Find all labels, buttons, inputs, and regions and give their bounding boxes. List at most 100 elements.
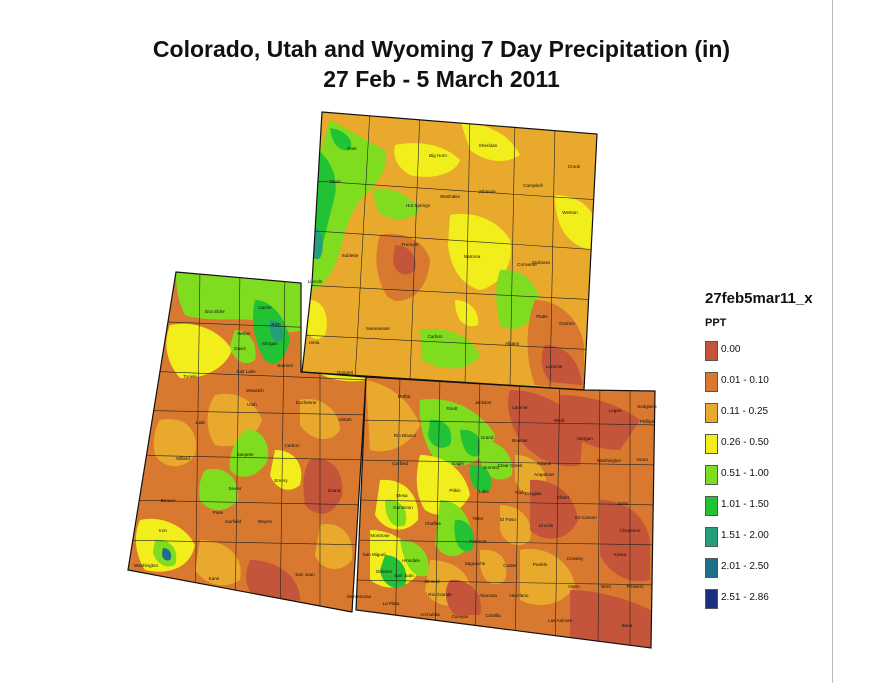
county-label-colorado: Jackson — [475, 400, 492, 405]
county-label-utah: Juab — [195, 420, 205, 425]
county-label-colorado: Otero — [568, 584, 580, 589]
county-label-colorado: Arapahoe — [534, 472, 554, 477]
county-label-wyoming: Sheridan — [479, 143, 498, 148]
county-label-colorado: Alamosa — [479, 593, 497, 598]
county-label-colorado: Lake — [479, 489, 489, 494]
county-label-colorado: Lincoln — [539, 523, 554, 528]
county-label-colorado: Adams — [537, 461, 552, 466]
county-label-wyoming: Platte — [536, 314, 548, 319]
legend-label: 0.51 - 1.00 — [721, 468, 769, 479]
county-label-wyoming: Sublette — [342, 253, 359, 258]
wyoming-precip-pattern — [305, 120, 595, 390]
county-label-wyoming: Weston — [562, 210, 578, 215]
legend-label: 0.00 — [721, 344, 741, 355]
county-label-colorado: Kit Carson — [575, 515, 597, 520]
county-label-utah: Kane — [209, 576, 220, 581]
county-label-colorado: Park — [515, 490, 525, 495]
county-label-utah: Sevier — [228, 486, 241, 491]
county-label-wyoming: Fremont — [401, 242, 419, 247]
county-label-wyoming: Goshen — [559, 321, 576, 326]
county-label-utah: Millard — [176, 456, 190, 461]
county-label-colorado: Elbert — [557, 495, 570, 500]
county-label-colorado: Saguache — [465, 561, 486, 566]
county-label-colorado: Mineral — [424, 579, 439, 584]
map-title-line-2: 27 Feb - 5 March 2011 — [323, 66, 560, 92]
county-label-colorado: Boulder — [512, 438, 528, 443]
county-label-colorado: Garfield — [392, 461, 409, 466]
legend-label: 1.01 - 1.50 — [721, 499, 769, 510]
county-label-wyoming: Carbon — [427, 334, 443, 339]
county-label-wyoming: Johnson — [478, 189, 496, 194]
legend-label: 2.51 - 2.86 — [721, 592, 769, 603]
county-label-wyoming: Sweetwater — [366, 326, 390, 331]
county-label-colorado: Logan — [609, 408, 622, 413]
county-label-colorado: Bent — [601, 584, 611, 589]
county-label-utah: Box Elder — [205, 309, 225, 314]
county-label-utah: Daggett — [337, 370, 354, 375]
county-label-wyoming: Campbell — [523, 183, 542, 188]
legend-label: 0.01 - 0.10 — [721, 375, 769, 386]
county-label-wyoming: Uinta — [309, 340, 320, 345]
county-label-utah: San Juan — [295, 572, 315, 577]
county-label-utah: Weber — [237, 331, 251, 336]
legend-label: 0.11 - 0.25 — [721, 406, 769, 417]
county-label-utah: Tooele — [183, 374, 197, 379]
county-label-colorado: Delta — [618, 501, 629, 506]
county-label-utah: Sanpete — [236, 452, 254, 457]
county-label-colorado: Crowley — [567, 556, 584, 561]
legend-swatch — [705, 403, 718, 423]
county-label-utah: Summit — [277, 363, 293, 368]
legend-layer-name: 27feb5mar11_x — [705, 290, 813, 307]
county-label-wyoming: Albany — [505, 341, 520, 346]
county-label-colorado: Teller — [473, 516, 484, 521]
county-labels: Park Big Horn Sheridan Crook Campbell Teton Wa… — [134, 143, 658, 628]
county-label-colorado: Conejos — [452, 614, 470, 619]
county-label-utah: Morgan — [262, 341, 278, 346]
legend-swatch — [705, 527, 718, 547]
county-label-colorado: Fremont — [469, 539, 487, 544]
county-label-wyoming: Natrona — [464, 254, 481, 259]
county-label-colorado: Morgan — [577, 436, 593, 441]
legend-label: 1.51 - 2.00 — [721, 530, 769, 541]
county-label-utah: Washington — [134, 563, 159, 568]
county-label-colorado: Weld — [554, 418, 565, 423]
county-label-colorado: Prowers — [627, 584, 645, 589]
county-label-utah: Carbon — [284, 443, 300, 448]
county-label-colorado: Summit — [483, 465, 499, 470]
county-label-colorado: Phillips — [640, 419, 655, 424]
county-label-colorado: Montezuma — [347, 594, 371, 599]
county-boundaries — [128, 112, 655, 648]
state-outlines — [127, 111, 656, 649]
legend-swatch — [705, 341, 718, 361]
county-label-colorado: Pueblo — [533, 562, 548, 567]
county-label-utah: Duchesne — [296, 400, 317, 405]
county-label-utah: Grand — [328, 488, 341, 493]
county-label-colorado: Mesa — [396, 493, 408, 498]
county-label-colorado: Yuma — [636, 457, 648, 462]
county-label-wyoming: Laramie — [546, 364, 563, 369]
county-label-utah: Wasatch — [246, 388, 264, 393]
county-label-colorado: Las Animas — [548, 618, 572, 623]
county-label-colorado: Cheyenne — [620, 528, 641, 533]
county-label-colorado: El Paso — [500, 517, 516, 522]
colorado-precip-pattern — [366, 380, 651, 648]
county-label-utah: Garfield — [225, 519, 242, 524]
county-label-utah: Beaver — [161, 498, 176, 503]
county-label-colorado: Larimer — [512, 405, 528, 410]
county-label-wyoming: Niobrara — [532, 260, 550, 265]
county-label-utah: Emery — [274, 478, 288, 483]
county-label-colorado: Sedgwick — [637, 404, 657, 409]
county-label-wyoming: Teton — [329, 179, 341, 184]
legend-swatch — [705, 589, 718, 609]
county-label-wyoming: Crook — [568, 164, 581, 169]
county-label-colorado: Eagle — [452, 461, 464, 466]
legend-variable: PPT — [705, 317, 727, 329]
county-label-colorado: Hinsdale — [402, 558, 420, 563]
county-label-colorado: San Miguel — [363, 552, 386, 557]
county-label-wyoming: Lincoln — [308, 279, 323, 284]
county-label-colorado: San Juan — [394, 573, 414, 578]
county-label-utah: Davis — [234, 346, 246, 351]
county-label-utah: Utah — [247, 402, 257, 407]
legend-label: 0.26 - 0.50 — [721, 437, 769, 448]
